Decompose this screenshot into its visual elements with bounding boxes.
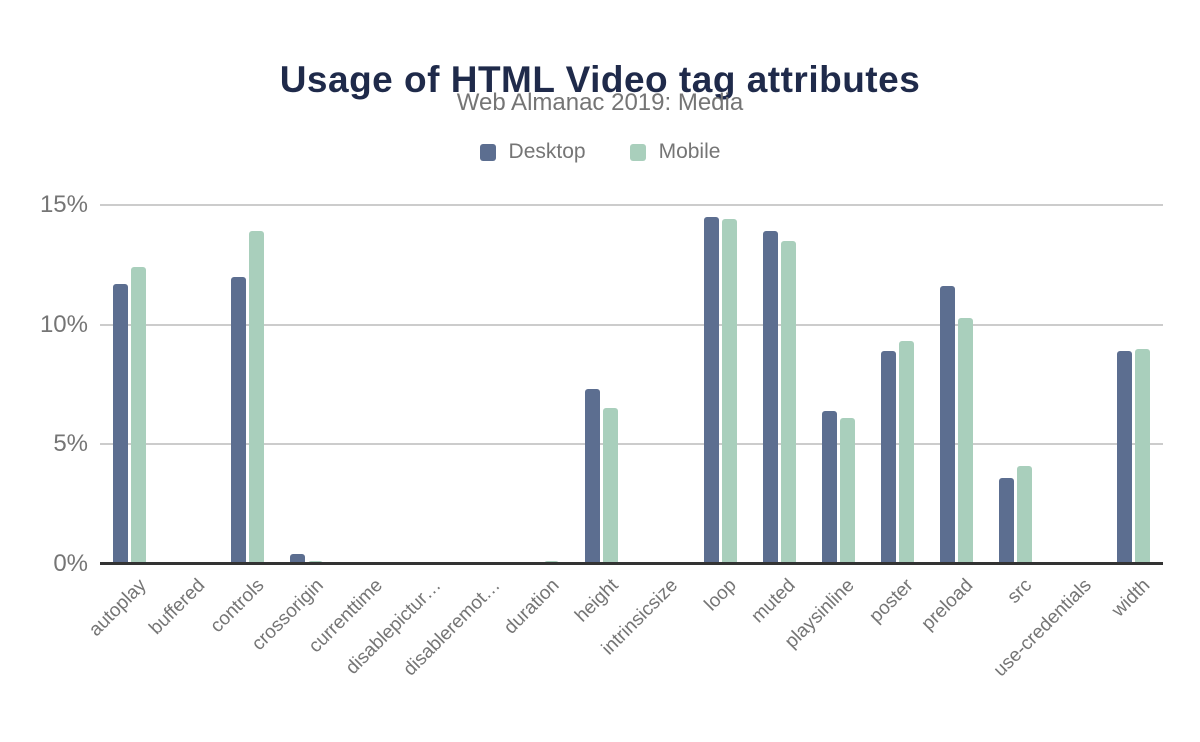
bar-desktop-poster[interactable]	[880, 351, 896, 564]
x-label-duration: duration	[500, 575, 564, 639]
gridline-15pct	[100, 204, 1163, 206]
bar-mobile-width[interactable]	[1134, 348, 1150, 564]
bar-mobile-muted[interactable]	[780, 240, 796, 564]
bar-mobile-playsinline[interactable]	[839, 418, 855, 564]
y-tick-label-0: 0%	[53, 550, 88, 577]
legend-item-desktop: Desktop	[479, 140, 586, 164]
x-label-loop: loop	[700, 575, 741, 616]
x-label-width: width	[1108, 575, 1155, 622]
bar-desktop-preload[interactable]	[939, 286, 955, 564]
bar-desktop-crossorigin[interactable]	[290, 554, 306, 564]
gridline-10pct	[100, 323, 1163, 326]
bar-desktop-height[interactable]	[585, 389, 601, 564]
chart-title: Usage of HTML Video tag attributes	[279, 58, 921, 100]
bar-mobile-height[interactable]	[603, 408, 619, 564]
x-label-preload: preload	[917, 575, 978, 635]
legend-label-desktop: Desktop	[508, 140, 586, 163]
bar-desktop-width[interactable]	[1116, 351, 1132, 564]
x-label-buffered: buffered	[145, 575, 210, 639]
legend: Desktop Mobile	[0, 140, 1200, 164]
bar-mobile-poster[interactable]	[898, 341, 914, 564]
x-label-src: src	[1003, 575, 1037, 608]
bar-desktop-playsinline[interactable]	[821, 410, 837, 564]
chart-subtitle: Web Almanac 2019: Media	[456, 89, 744, 116]
legend-item-mobile: Mobile	[629, 140, 721, 164]
x-label-autoplay: autoplay	[84, 575, 151, 641]
legend-label-mobile: Mobile	[658, 140, 721, 163]
desktop-swatch-icon	[479, 143, 496, 161]
bar-mobile-src[interactable]	[1016, 465, 1032, 564]
x-label-height: height	[571, 575, 623, 627]
bar-mobile-preload[interactable]	[957, 317, 973, 564]
bar-mobile-autoplay[interactable]	[131, 267, 147, 564]
plot-area: autoplay buffered controls crossorigin curre…	[85, 204, 1163, 681]
bar-mobile-loop[interactable]	[721, 219, 737, 564]
bar-desktop-muted[interactable]	[762, 231, 778, 564]
bar-desktop-loop[interactable]	[703, 216, 719, 564]
mobile-swatch-icon	[629, 143, 646, 161]
y-tick-label-15: 15%	[39, 191, 88, 218]
x-label-muted: muted	[747, 575, 800, 628]
bar-desktop-src[interactable]	[998, 477, 1014, 564]
bar-desktop-autoplay[interactable]	[113, 283, 129, 564]
x-label-poster: poster	[865, 575, 919, 628]
bar-desktop-controls[interactable]	[231, 276, 247, 564]
y-tick-label-5: 5%	[53, 430, 88, 458]
x-axis-baseline	[100, 562, 1163, 565]
bar-mobile-controls[interactable]	[249, 231, 265, 564]
gridline-5pct	[100, 443, 1163, 446]
y-tick-label-10: 10%	[39, 310, 88, 338]
